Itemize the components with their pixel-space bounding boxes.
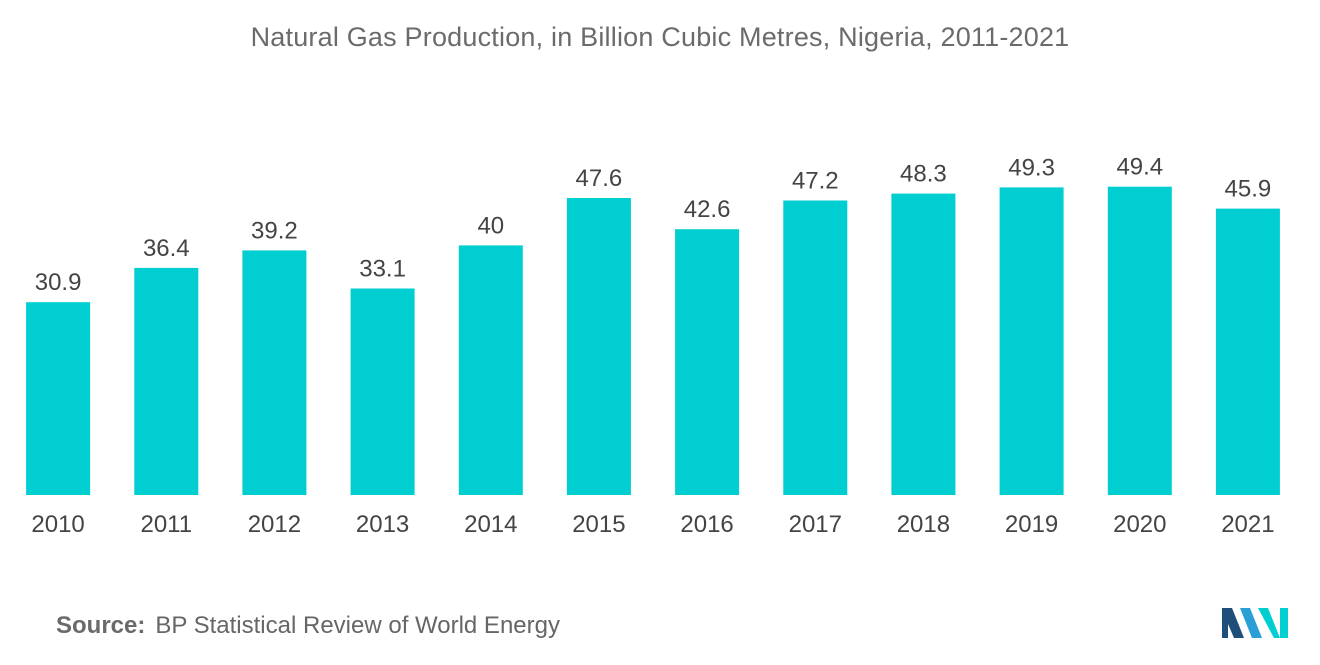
value-label-2019: 49.3 bbox=[1008, 154, 1055, 181]
logo-shape-right bbox=[1258, 608, 1288, 638]
value-label-2018: 48.3 bbox=[900, 161, 947, 188]
bar-2019 bbox=[999, 187, 1064, 495]
bar-2010 bbox=[26, 302, 91, 495]
x-axis-tick-labels: 2010 2011 2012 2013 2014 2015 2016 2017 2018 2019… bbox=[31, 511, 1274, 538]
value-label-2014: 40 bbox=[477, 212, 504, 239]
source-note: Source: BP Statistical Review of World En… bbox=[56, 612, 560, 640]
value-label-2020: 49.4 bbox=[1116, 154, 1163, 181]
x-tick-label-2014: 2014 bbox=[464, 511, 517, 538]
x-tick-label-2012: 2012 bbox=[248, 511, 301, 538]
x-tick-label-2017: 2017 bbox=[789, 511, 842, 538]
value-label-2011: 36.4 bbox=[143, 235, 190, 262]
bar-chart: 30.9 36.4 39.2 33.1 40 47.6 42.6 47.2 48.3 49.3 49… bbox=[26, 154, 1280, 538]
bar-2014 bbox=[458, 245, 523, 495]
source-prefix: Source: bbox=[56, 612, 146, 639]
value-label-2017: 47.2 bbox=[792, 168, 839, 195]
logo-shape-left bbox=[1222, 608, 1244, 638]
bar-2020 bbox=[1107, 186, 1172, 495]
bars-group bbox=[26, 186, 1280, 495]
value-label-2021: 45.9 bbox=[1225, 176, 1272, 203]
bar-2018 bbox=[891, 193, 956, 495]
value-label-2010: 30.9 bbox=[35, 269, 82, 296]
x-tick-label-2010: 2010 bbox=[31, 511, 84, 538]
value-label-2012: 39.2 bbox=[251, 217, 298, 244]
value-label-2016: 42.6 bbox=[684, 196, 731, 223]
x-tick-label-2018: 2018 bbox=[897, 511, 950, 538]
bar-2021 bbox=[1215, 208, 1280, 495]
x-tick-label-2020: 2020 bbox=[1113, 511, 1166, 538]
bar-2013 bbox=[350, 288, 415, 495]
value-label-2013: 33.1 bbox=[359, 256, 406, 283]
value-labels-group: 30.9 36.4 39.2 33.1 40 47.6 42.6 47.2 48.3 49.3 49… bbox=[35, 154, 1272, 297]
bar-2015 bbox=[566, 198, 631, 495]
x-tick-label-2015: 2015 bbox=[572, 511, 625, 538]
bar-2017 bbox=[783, 200, 848, 495]
value-label-2015: 47.6 bbox=[576, 165, 623, 192]
x-tick-label-2016: 2016 bbox=[680, 511, 733, 538]
bar-2012 bbox=[242, 250, 307, 495]
bar-2011 bbox=[134, 267, 199, 495]
x-tick-label-2011: 2011 bbox=[140, 511, 192, 538]
bar-2016 bbox=[675, 229, 740, 495]
x-tick-label-2019: 2019 bbox=[1005, 511, 1058, 538]
mordor-intelligence-logo-icon bbox=[1222, 608, 1288, 638]
x-tick-label-2021: 2021 bbox=[1221, 511, 1274, 538]
logo-shape-middle bbox=[1240, 608, 1262, 638]
chart-title: Natural Gas Production, in Billion Cubic… bbox=[250, 22, 1070, 52]
source-text: BP Statistical Review of World Energy bbox=[155, 612, 560, 639]
x-tick-label-2013: 2013 bbox=[356, 511, 409, 538]
